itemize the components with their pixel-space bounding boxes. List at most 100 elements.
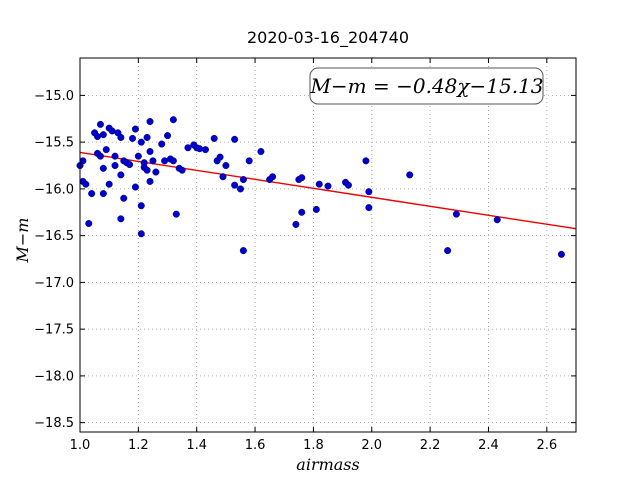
data-point <box>362 157 370 165</box>
fit-equation-box: M−m = −0.48χ−15.13 <box>309 67 544 105</box>
data-point <box>111 162 119 170</box>
data-point <box>94 133 102 141</box>
y-tick-label: −16.0 <box>34 182 74 197</box>
data-point <box>88 190 96 198</box>
data-point <box>184 144 192 152</box>
data-point <box>315 180 323 188</box>
data-point <box>292 220 300 228</box>
data-point <box>231 181 239 189</box>
data-point <box>117 215 125 223</box>
data-points <box>76 116 565 258</box>
y-tick-label: −17.5 <box>34 323 74 338</box>
data-point <box>149 157 157 165</box>
data-point <box>493 216 501 224</box>
data-point <box>365 204 373 212</box>
x-tick-labels: 1.0 1.2 1.4 1.6 1.8 2.0 2.2 2.4 2.6 <box>70 438 558 453</box>
data-point <box>219 173 227 181</box>
data-point <box>102 146 110 154</box>
data-point <box>143 133 151 141</box>
y-tick-labels: −15.0 −15.5 −16.0 −16.5 −17.0 −17.5 −18.0 −18.5 <box>34 89 74 431</box>
y-tick-label: −15.5 <box>34 136 74 151</box>
data-point <box>143 166 151 174</box>
data-point <box>108 127 116 135</box>
fit-line-layer <box>79 151 577 230</box>
data-point <box>158 140 166 148</box>
data-point <box>99 164 107 172</box>
x-tick-label: 1.8 <box>303 438 324 453</box>
data-point <box>236 185 244 193</box>
data-point <box>152 168 160 176</box>
y-tick-label: −16.5 <box>34 229 74 244</box>
data-point <box>406 171 414 179</box>
data-point <box>126 161 134 169</box>
data-point <box>129 134 137 142</box>
data-point <box>111 152 119 160</box>
data-point <box>444 247 452 255</box>
x-tick-label: 2.6 <box>536 438 557 453</box>
data-point <box>172 210 180 218</box>
data-point <box>137 138 145 146</box>
data-point <box>216 153 224 161</box>
y-axis-label: M−m <box>13 218 32 264</box>
data-point <box>196 145 204 153</box>
y-tick-label: −15.0 <box>34 89 74 104</box>
data-point <box>365 188 373 196</box>
data-point <box>137 230 145 238</box>
data-point <box>164 132 172 140</box>
data-point <box>557 250 565 258</box>
x-tick-label: 1.4 <box>186 438 207 453</box>
x-tick-label: 1.0 <box>70 438 91 453</box>
data-point <box>312 205 320 213</box>
data-point <box>96 120 104 128</box>
data-point <box>146 147 154 155</box>
data-point <box>210 134 218 142</box>
fit-equation-frame <box>309 67 544 105</box>
x-tick-label: 2.2 <box>420 438 441 453</box>
fit-line <box>79 151 577 230</box>
x-tick-label: 1.6 <box>245 438 266 453</box>
data-point <box>131 183 139 191</box>
data-point <box>146 177 154 185</box>
data-point <box>222 162 230 170</box>
data-point <box>245 157 253 165</box>
x-tick-label: 2.0 <box>361 438 382 453</box>
data-point <box>96 152 104 160</box>
data-point <box>298 174 306 182</box>
data-point <box>134 152 142 160</box>
data-point <box>161 157 169 165</box>
data-point <box>169 157 177 165</box>
fit-equation: M−m = −0.48χ−15.13 <box>309 74 543 98</box>
data-point <box>146 118 154 126</box>
plot-frame <box>79 57 577 433</box>
axis-ticks <box>79 58 576 432</box>
data-point <box>105 180 113 188</box>
x-tick-label: 1.2 <box>128 438 149 453</box>
data-point <box>178 166 186 174</box>
grid <box>79 58 576 432</box>
x-axis-label: airmass <box>296 455 359 474</box>
data-point <box>269 173 277 181</box>
y-tick-label: −18.5 <box>34 416 74 431</box>
data-point <box>99 131 107 139</box>
data-point <box>452 210 460 218</box>
data-point <box>85 219 93 227</box>
data-point <box>117 133 125 141</box>
data-point <box>120 194 128 202</box>
data-point <box>99 190 107 198</box>
data-point <box>298 208 306 216</box>
x-tick-label: 2.4 <box>478 438 499 453</box>
data-point <box>137 202 145 210</box>
chart-title: 2020-03-16_204740 <box>247 28 409 48</box>
data-point <box>324 182 332 190</box>
data-point <box>79 157 87 165</box>
data-point <box>117 171 125 179</box>
data-point <box>257 147 265 155</box>
data-point <box>344 181 352 189</box>
data-point <box>239 176 247 184</box>
data-point <box>82 180 90 188</box>
data-point <box>231 135 239 143</box>
y-tick-label: −18.0 <box>34 369 74 384</box>
data-point <box>131 125 139 133</box>
data-point <box>239 247 247 255</box>
